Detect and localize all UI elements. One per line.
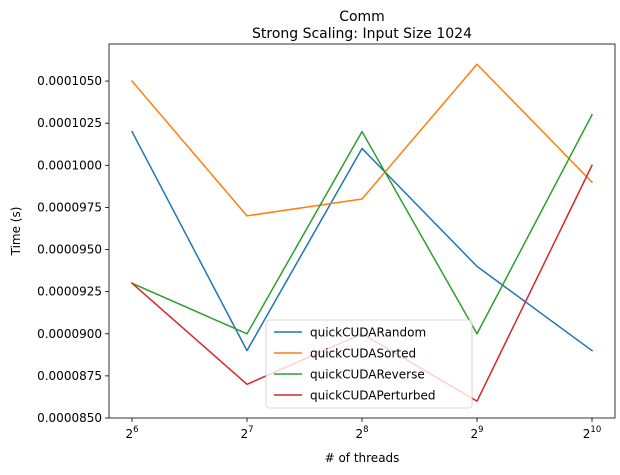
y-tick-label: 0.0001000 [37, 158, 102, 172]
plot-area: 0.0000850 0.0000875 0.0000900 0.0000925 0.00… [37, 43, 616, 441]
y-tick-label: 0.0000925 [37, 285, 102, 299]
y-tick-label: 0.0000975 [37, 200, 102, 214]
chart-subtitle: Strong Scaling: Input Size 1024 [252, 26, 472, 42]
x-tick-label: 28 [355, 425, 368, 441]
y-tick-label: 0.0001050 [37, 74, 102, 88]
x-tick-label: 26 [125, 425, 138, 441]
y-tick-label: 0.0000900 [37, 327, 102, 341]
x-tick-label: 27 [240, 425, 253, 441]
series-line-quickCUDASorted [130, 63, 594, 217]
legend-entry: quickCUDAPerturbed [310, 389, 436, 403]
legend-box [265, 319, 473, 409]
x-tick-label: 29 [470, 425, 483, 441]
legend-entry: quickCUDAReverse [310, 368, 425, 382]
y-tick-label: 0.0000950 [37, 243, 102, 257]
x-axis-label: # of threads [325, 451, 400, 465]
y-tick-label: 0.0000875 [37, 369, 102, 383]
series-line-quickCUDARandom [130, 130, 594, 352]
legend: quickCUDARandom quickCUDASorted quickCUDAR… [265, 319, 473, 409]
y-tick-label: 0.0001025 [37, 116, 102, 130]
x-tick-label: 210 [583, 425, 601, 441]
y-tick-label: 0.0000850 [37, 411, 102, 425]
legend-entry: quickCUDASorted [310, 347, 416, 361]
chart-title: Comm [339, 9, 385, 25]
legend-entry: quickCUDARandom [310, 326, 426, 340]
series-line-quickCUDAReverse [131, 113, 594, 335]
y-axis-label: Time (s) [9, 207, 23, 257]
